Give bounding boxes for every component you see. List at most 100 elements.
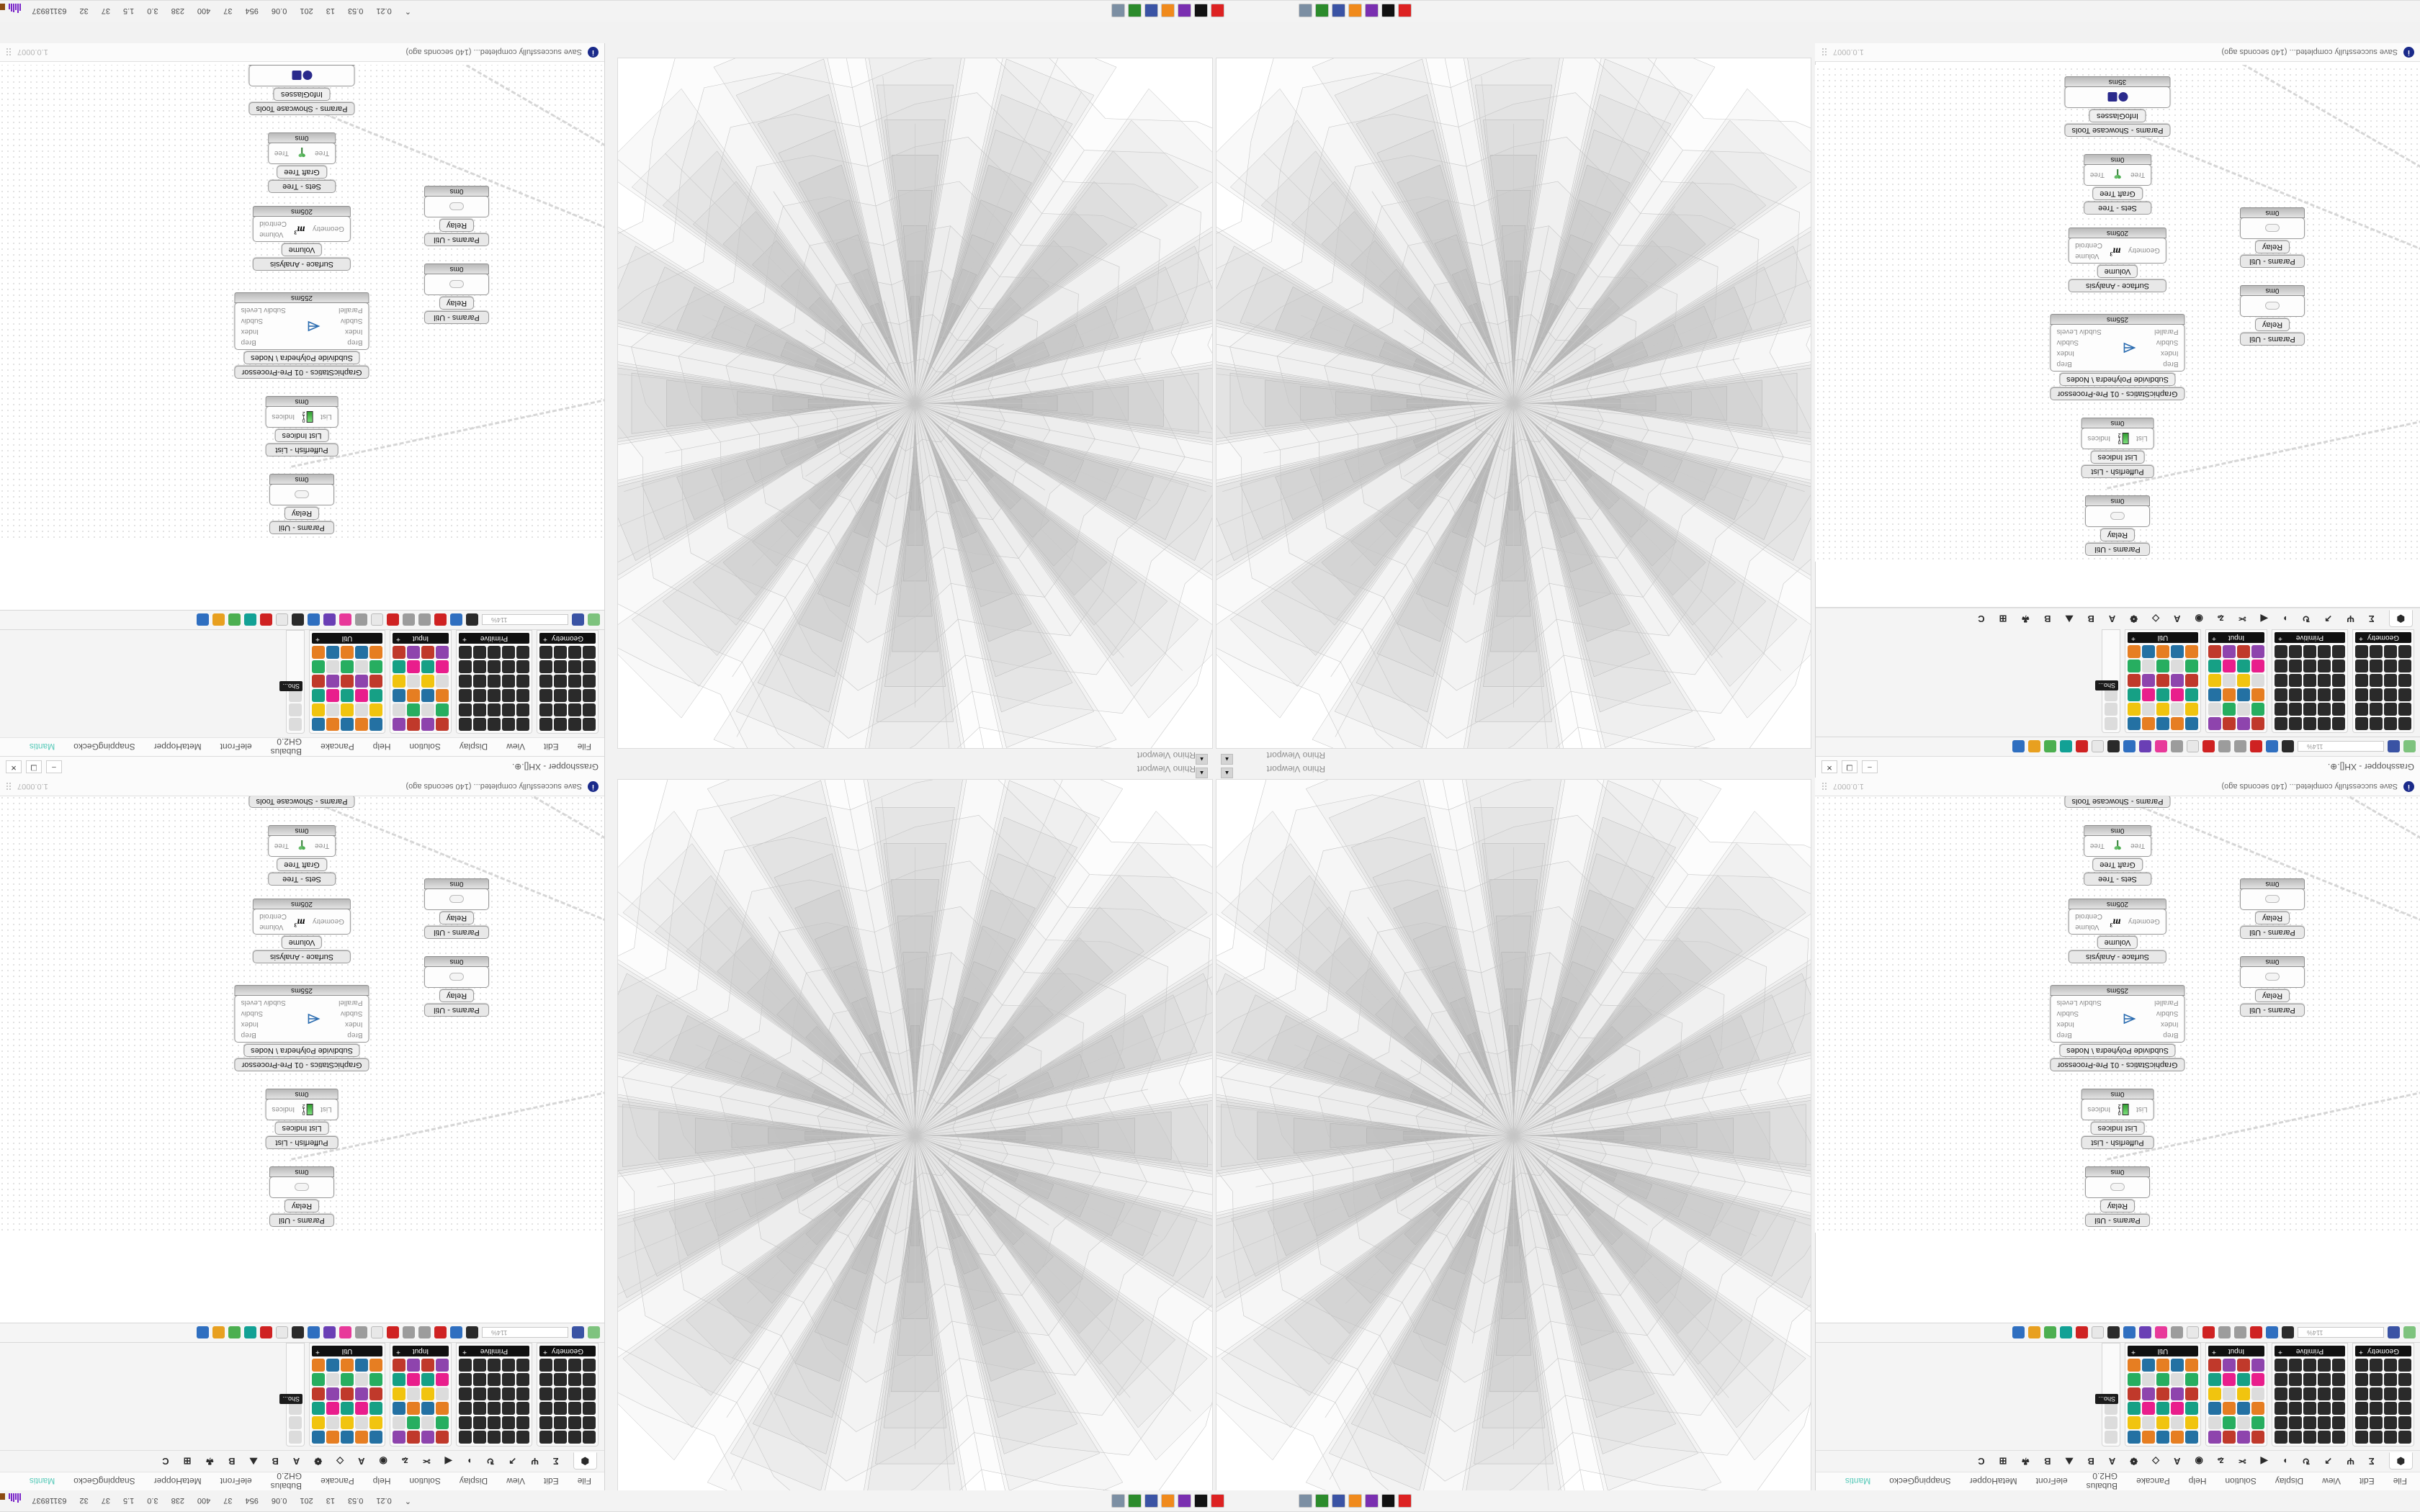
ribbon-component-icon[interactable] — [2185, 1416, 2198, 1429]
component-port[interactable]: Indices — [2087, 1105, 2111, 1114]
preview-off-button[interactable] — [260, 1326, 272, 1339]
widget-2-button[interactable] — [2044, 740, 2056, 753]
ribbon-component-icon[interactable] — [2318, 1373, 2331, 1386]
ribbon-component-icon[interactable] — [2289, 703, 2302, 716]
preview-toggle-button[interactable] — [450, 1326, 462, 1339]
open-file-button[interactable] — [588, 1326, 600, 1339]
ribbon-component-icon[interactable] — [554, 718, 567, 731]
ribbon-component-icon[interactable] — [502, 703, 515, 716]
taskbar-save-icon[interactable] — [1332, 4, 1345, 18]
ribbon-component-icon[interactable] — [407, 675, 420, 688]
preview-toggle-button[interactable] — [2266, 740, 2278, 753]
menu-view[interactable]: View — [506, 1476, 525, 1487]
close-button[interactable]: ✕ — [1821, 760, 1837, 774]
ribbon-component-icon[interactable] — [568, 689, 581, 702]
component-port[interactable]: Index — [241, 1020, 259, 1028]
ribbon-component-icon[interactable] — [2289, 717, 2302, 730]
ribbon-component-icon[interactable] — [2355, 717, 2368, 730]
ribbon-group-label-primitive[interactable]: Primitive — [2275, 632, 2345, 643]
ribbon-component-icon[interactable] — [2142, 1416, 2155, 1429]
gh-component[interactable]: Params - Util Relay 0ms — [424, 186, 489, 246]
ribbon-component-icon[interactable] — [326, 1387, 339, 1400]
ribbon-component-icon[interactable] — [436, 703, 449, 716]
document-button[interactable] — [2187, 1326, 2199, 1339]
menu-edit[interactable]: Edit — [543, 1476, 559, 1487]
ribbon-component-icon[interactable] — [2105, 703, 2118, 716]
component-body[interactable]: Geometry m3 Volume Centroid — [2069, 909, 2166, 935]
gh-component[interactable]: Pufferfish - List List Indices List 0 1 2 Indi… — [2081, 1089, 2154, 1149]
ribbon-component-icon[interactable] — [2303, 703, 2316, 716]
ribbon-component-icon[interactable] — [2289, 688, 2302, 701]
component-port[interactable]: Brep — [2163, 1031, 2179, 1039]
widget-2-button[interactable] — [2044, 1326, 2056, 1339]
ribbon-component-icon[interactable] — [2398, 1402, 2411, 1415]
ribbon-component-icon[interactable] — [436, 1402, 449, 1415]
ribbon-component-icon[interactable] — [341, 1387, 354, 1400]
component-port[interactable]: Index — [344, 328, 363, 336]
ribbon-group-label-geometry[interactable]: Geometry — [539, 1346, 596, 1356]
gh-component[interactable]: GraphicStatics - 01 Pre-Processor Subdivi… — [2050, 985, 2185, 1071]
ribbon-component-icon[interactable] — [539, 1416, 552, 1429]
ribbon-component-icon[interactable] — [502, 1431, 515, 1444]
component-port[interactable]: Brep — [347, 338, 363, 346]
component-body[interactable] — [2240, 295, 2305, 317]
component-port[interactable]: Geometry — [2128, 917, 2160, 926]
ribbon-component-icon[interactable] — [2105, 717, 2118, 730]
component-port[interactable]: Indices — [272, 413, 295, 421]
taskbar-display-icon[interactable] — [1299, 4, 1312, 18]
taskbar-blender-icon[interactable] — [1381, 4, 1395, 18]
ribbon-component-icon[interactable] — [554, 1359, 567, 1372]
ribbon-tab-kangaroo[interactable]: ◇ — [2152, 613, 2160, 625]
document-button[interactable] — [371, 1326, 383, 1339]
ribbon-component-icon[interactable] — [473, 1359, 486, 1372]
ribbon-component-icon[interactable] — [2237, 1431, 2250, 1444]
gh-canvas-right-2[interactable]: Params - Util Relay 0ms Pufferfish - List Li… — [0, 65, 604, 540]
ribbon-component-icon[interactable] — [539, 1431, 552, 1444]
gha-assembly-button[interactable] — [387, 613, 399, 626]
ribbon-component-icon[interactable] — [341, 689, 354, 702]
ribbon-component-icon[interactable] — [2275, 645, 2287, 658]
component-port[interactable]: Tree — [2130, 171, 2146, 179]
ribbon-component-icon[interactable] — [2370, 1402, 2383, 1415]
ribbon-component-icon[interactable] — [2318, 688, 2331, 701]
ribbon-component-icon[interactable] — [355, 675, 368, 688]
ribbon-component-icon[interactable] — [2237, 688, 2250, 701]
taskbar-rhino-icon[interactable] — [1211, 1494, 1224, 1508]
ribbon-component-icon[interactable] — [2223, 1373, 2236, 1386]
ribbon-component-icon[interactable] — [568, 1387, 581, 1400]
ribbon-component-icon[interactable] — [2384, 717, 2397, 730]
ribbon-component-icon[interactable] — [421, 1387, 434, 1400]
menu-display[interactable]: Display — [459, 742, 488, 752]
ribbon-component-icon[interactable] — [421, 1402, 434, 1415]
save-file-button[interactable] — [2388, 740, 2400, 753]
ribbon-component-icon[interactable] — [355, 1359, 368, 1372]
ribbon-group-label-geometry[interactable]: Geometry — [539, 633, 596, 644]
ribbon-component-icon[interactable] — [2142, 688, 2155, 701]
ribbon-component-icon[interactable] — [407, 1373, 420, 1386]
component-body[interactable]: List 0 1 2 Indices — [265, 1099, 339, 1120]
ribbon-group-label-input[interactable]: Input — [393, 1346, 449, 1356]
ribbon-component-icon[interactable] — [393, 660, 405, 673]
ribbon-component-icon[interactable] — [326, 1416, 339, 1429]
ribbon-component-icon[interactable] — [488, 1373, 501, 1386]
ribbon-component-icon[interactable] — [2275, 1373, 2287, 1386]
cluster-button[interactable] — [2218, 1326, 2231, 1339]
ribbon-component-icon[interactable] — [459, 703, 472, 716]
ribbon-component-icon[interactable] — [2223, 645, 2236, 658]
ribbon-component-icon[interactable] — [2156, 703, 2169, 716]
component-port[interactable]: Subdiv — [2056, 338, 2079, 346]
ribbon-component-icon[interactable] — [2318, 1359, 2331, 1372]
ribbon-component-icon[interactable] — [2128, 1359, 2141, 1372]
ribbon-component-icon[interactable] — [289, 1416, 302, 1429]
component-port[interactable]: List — [2136, 434, 2148, 443]
menu-help[interactable]: Help — [2188, 1476, 2207, 1487]
gift-button[interactable] — [339, 613, 351, 626]
ribbon-component-icon[interactable] — [312, 1431, 325, 1444]
ribbon-component-icon[interactable] — [516, 689, 529, 702]
statusbar-expander[interactable]: ⌃ — [404, 6, 411, 16]
ribbon-tab-surface[interactable]: ◗ — [2282, 1456, 2288, 1467]
ribbon-component-icon[interactable] — [341, 1359, 354, 1372]
ribbon-component-icon[interactable] — [421, 675, 434, 688]
menu-edit[interactable]: Edit — [543, 742, 559, 752]
ribbon-component-icon[interactable] — [2185, 688, 2198, 701]
